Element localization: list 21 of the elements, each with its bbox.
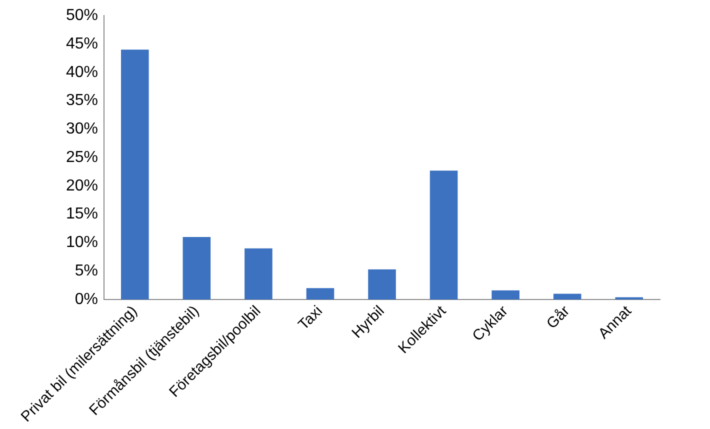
- y-tick-label: 15%: [66, 206, 98, 223]
- y-tick-label: 45%: [66, 35, 98, 52]
- y-tick-label: 10%: [66, 234, 98, 252]
- bar: [492, 290, 520, 300]
- bar: [306, 288, 334, 300]
- bar: [430, 170, 458, 300]
- y-tick-label: 35%: [66, 92, 98, 110]
- y-tick-label: 30%: [66, 120, 98, 138]
- bar: [182, 237, 211, 300]
- bar: [121, 50, 149, 300]
- y-tick-label: 40%: [66, 64, 98, 81]
- bar: [244, 248, 272, 300]
- x-tick-label: Går: [543, 302, 574, 332]
- bar: [553, 294, 582, 300]
- bar: [368, 269, 396, 300]
- x-tick-label: Taxi: [295, 302, 326, 334]
- y-tick-label: 25%: [66, 148, 98, 166]
- y-tick-label: 5%: [74, 262, 98, 280]
- y-tick-label: 0%: [74, 290, 98, 308]
- y-tick-label: 20%: [66, 177, 98, 194]
- y-tick-label: 50%: [66, 7, 98, 24]
